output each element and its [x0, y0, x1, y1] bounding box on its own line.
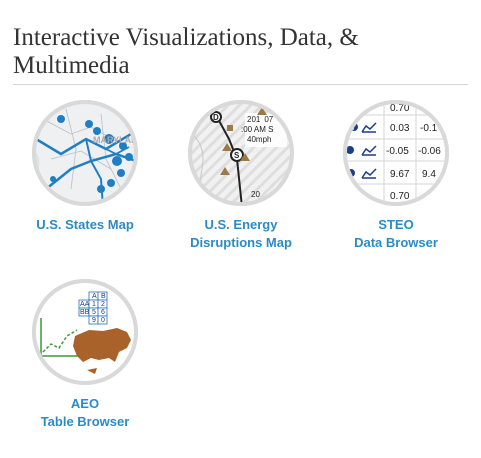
- svg-text:B: B: [101, 293, 106, 300]
- storm-date-text: 201 07: [247, 115, 274, 124]
- aeo-table-browser-label: AEO Table Browser: [40, 396, 130, 429]
- us-states-map-label: U.S. States Map: [36, 217, 134, 232]
- svg-text:S: S: [234, 151, 240, 160]
- storm-wind-speed-text: 40mph: [247, 135, 271, 144]
- svg-text:0.70: 0.70: [390, 103, 410, 114]
- svg-text:-0.05: -0.05: [386, 146, 409, 157]
- svg-text:1: 1: [92, 301, 96, 308]
- svg-text:9.4: 9.4: [422, 169, 436, 180]
- svg-text:5: 5: [92, 309, 96, 316]
- aeo-table-browser-thumbnail: A B AA 1 2 BB 5 6 9 0: [32, 279, 138, 385]
- svg-text:9: 9: [92, 317, 96, 324]
- storm-time-text: :00 AM S: [241, 125, 273, 134]
- svg-text:BB: BB: [80, 309, 90, 316]
- svg-text:9.67: 9.67: [390, 169, 410, 180]
- aeo-table-browser-link[interactable]: A B AA 1 2 BB 5 6 9 0 AEO Table Browser: [15, 278, 155, 431]
- svg-text:D: D: [213, 113, 219, 122]
- svg-text:0: 0: [101, 317, 105, 324]
- page-title-line-1: Interactive Visualizations, Data, &: [13, 24, 359, 51]
- us-states-map-link[interactable]: MARYLAN U.S. States Map: [15, 99, 155, 234]
- energy-disruptions-map-thumbnail: 201 07 :00 AM S 40mph 20 D S: [188, 100, 294, 206]
- us-energy-disruptions-map-label: U.S. Energy Disruptions Map: [190, 217, 292, 250]
- svg-text:-0.06: -0.06: [418, 146, 441, 157]
- svg-text:i: i: [353, 126, 354, 132]
- storm-date-text-2: 20: [251, 190, 260, 199]
- map-state-label: MARYLAN: [93, 135, 138, 145]
- title-divider: [13, 84, 468, 85]
- svg-text:6: 6: [101, 309, 105, 316]
- page-title: Interactive Visualizations, Data, & Mult…: [13, 24, 453, 80]
- page-title-line-2: Multimedia: [13, 52, 130, 79]
- svg-text:AA: AA: [80, 301, 90, 308]
- svg-text:A: A: [92, 293, 97, 300]
- steo-data-browser-thumbnail: 0.70 0.03 -0.1 -0.05 -0.06 9.67 9.4 0.70…: [343, 100, 449, 206]
- svg-text:2: 2: [101, 301, 105, 308]
- steo-data-browser-link[interactable]: 0.70 0.03 -0.1 -0.05 -0.06 9.67 9.4 0.70…: [326, 99, 466, 252]
- steo-data-browser-label: STEO Data Browser: [354, 217, 438, 250]
- svg-text:0.03: 0.03: [390, 123, 410, 134]
- us-states-map-thumbnail: MARYLAN: [32, 100, 138, 206]
- svg-text:0.70: 0.70: [390, 191, 410, 202]
- us-energy-disruptions-map-link[interactable]: 201 07 :00 AM S 40mph 20 D S U.S. Energy …: [171, 99, 311, 252]
- svg-text:-0.1: -0.1: [420, 123, 438, 134]
